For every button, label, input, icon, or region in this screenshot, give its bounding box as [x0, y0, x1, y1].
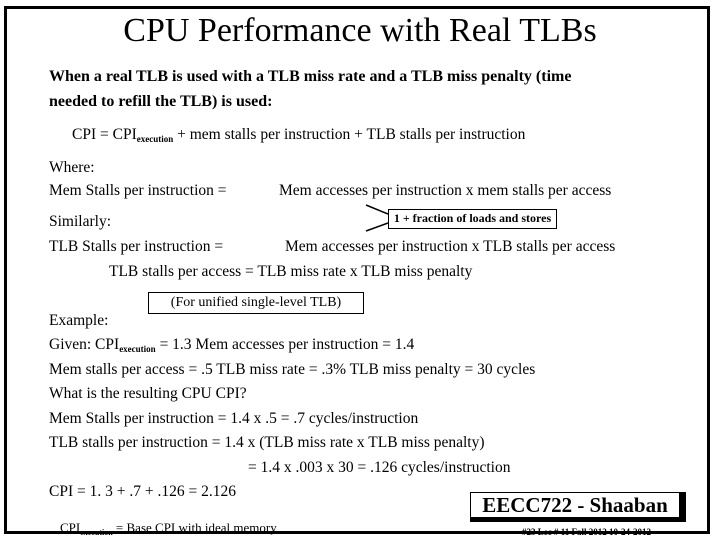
mem-stalls-right: Mem accesses per instruction x mem stall…	[279, 182, 612, 199]
tlb-stalls-right: Mem accesses per instruction x TLB stall…	[285, 238, 616, 255]
footnote: CPIexecution = Base CPI with ideal memor…	[60, 520, 277, 537]
tlb-stalls-per-access: TLB stalls per access = TLB miss rate x …	[109, 263, 473, 280]
footnote-prefix: CPI	[60, 520, 81, 535]
intro-line-2: needed to refill the TLB) is used:	[49, 93, 273, 110]
pointer-line-lower	[365, 222, 389, 232]
intro-text: When a real TLB is used with a TLB miss …	[49, 64, 571, 114]
cpi-formula-prefix: CPI = CPI	[72, 126, 137, 143]
example-cpi-result: CPI = 1. 3 + .7 + .126 = 2.126	[49, 483, 236, 500]
footnote-suffix: = Base CPI with ideal memory	[112, 520, 277, 535]
course-badge: EECC722 - Shaaban	[470, 492, 686, 522]
footer-meta: #23 Lec # 11 Fall 2012 10-24-2012	[522, 527, 651, 537]
example-mem-calc: Mem Stalls per instruction = 1.4 x .5 = …	[49, 410, 419, 427]
callout-loads-stores: 1 + fraction of loads and stores	[388, 209, 557, 229]
intro-line-1: When a real TLB is used with a TLB miss …	[49, 68, 572, 85]
given-prefix: Given: CPI	[49, 336, 120, 353]
where-label: Where:	[49, 159, 95, 176]
footnote-sub: execution	[80, 528, 113, 537]
cpi-formula: CPI = CPIexecution + mem stalls per inst…	[72, 126, 525, 144]
tlb-stalls-left: TLB Stalls per instruction =	[49, 238, 224, 255]
given-sub: execution	[119, 344, 156, 354]
cpi-formula-suffix: + mem stalls per instruction + TLB stall…	[173, 126, 526, 143]
example-tlb-calc: TLB stalls per instruction = 1.4 x (TLB …	[49, 434, 485, 451]
example-given: Given: CPIexecution = 1.3 Mem accesses p…	[49, 336, 414, 354]
example-question: What is the resulting CPU CPI?	[49, 385, 247, 402]
mem-stalls-left: Mem Stalls per instruction =	[49, 182, 227, 199]
example-label: Example:	[49, 312, 109, 329]
similarly-label: Similarly:	[49, 213, 111, 230]
pointer-line-upper	[365, 204, 389, 215]
slide-title: CPU Performance with Real TLBs	[123, 12, 597, 49]
example-stalls-line: Mem stalls per access = .5 TLB miss rate…	[49, 361, 536, 378]
slide-border	[4, 6, 710, 534]
course-badge-label: EECC722 - Shaaban	[470, 492, 680, 518]
given-suffix: = 1.3 Mem accesses per instruction = 1.4	[155, 336, 415, 353]
example-tlb-calc-2: = 1.4 x .003 x 30 = .126 cycles/instruct…	[248, 459, 511, 476]
cpi-formula-sub: execution	[136, 134, 174, 144]
callout-unified-tlb: (For unified single-level TLB)	[148, 292, 364, 314]
